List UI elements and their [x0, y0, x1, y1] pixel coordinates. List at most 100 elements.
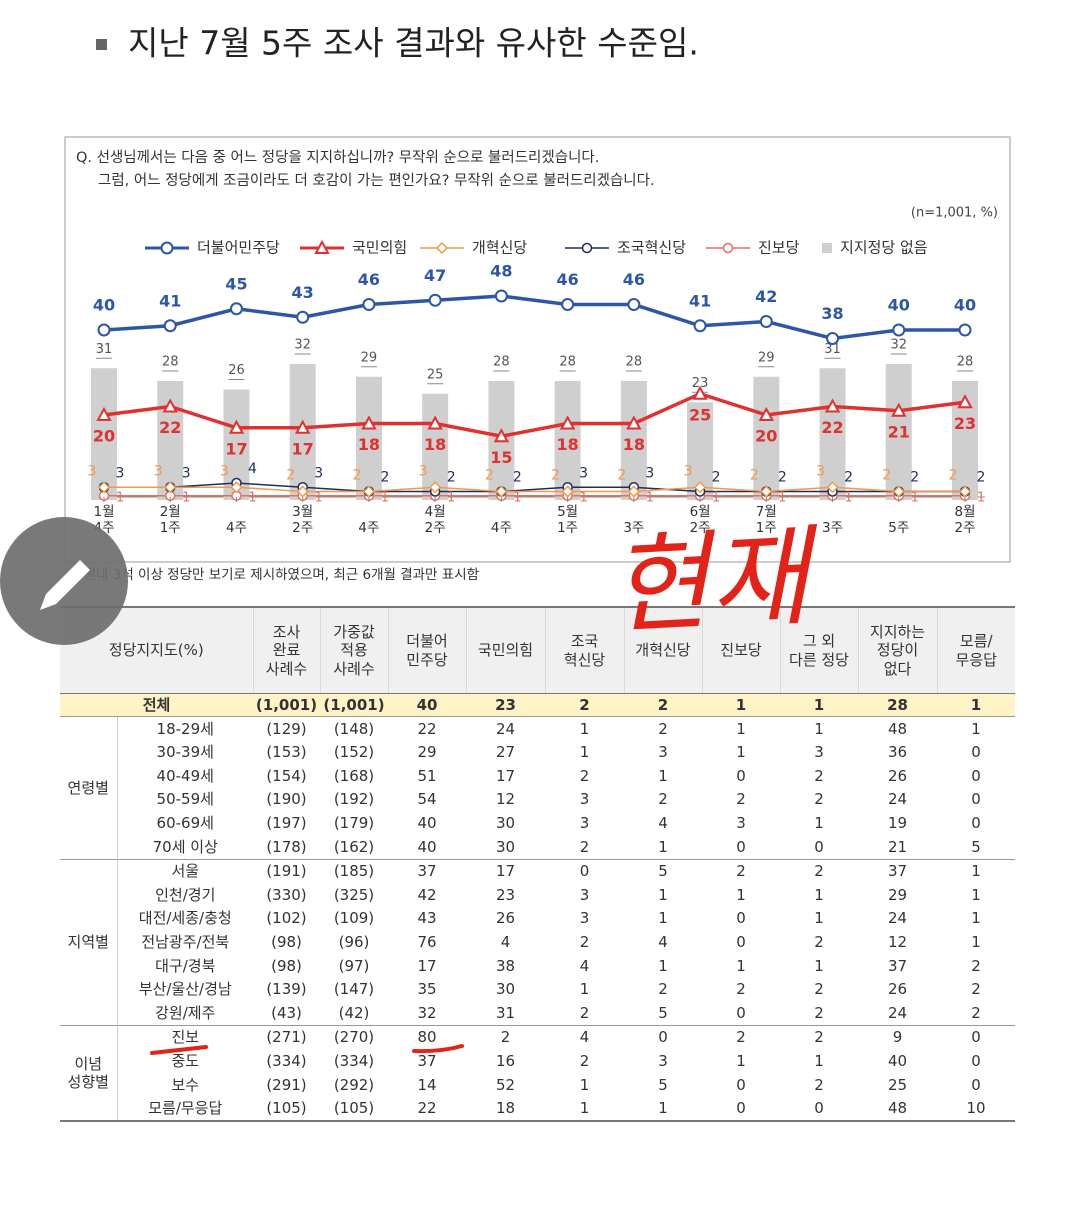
- cell: 1: [579, 719, 590, 738]
- cell: 2: [466, 1024, 545, 1050]
- cell: 2: [736, 980, 746, 999]
- data-label: 3: [645, 465, 654, 481]
- data-label: 2: [513, 470, 522, 486]
- cell: 30: [495, 980, 516, 999]
- cell: 5: [658, 1075, 668, 1094]
- cell: (105): [253, 1096, 320, 1123]
- cell: (270): [320, 1024, 388, 1050]
- marker: [559, 415, 576, 430]
- cell: 1: [971, 885, 981, 904]
- cell: 0: [971, 766, 981, 785]
- data-label: 2: [447, 470, 456, 486]
- cell: 1: [579, 743, 590, 762]
- cell: 2: [702, 858, 780, 884]
- chart-box: [64, 136, 1011, 563]
- cell: 1: [658, 766, 668, 785]
- cell: (162): [333, 837, 375, 856]
- cell: 0: [736, 766, 746, 785]
- cell: 4: [545, 1024, 624, 1050]
- data-label: 15: [490, 448, 512, 467]
- legend-swatch: [822, 243, 832, 253]
- data-label: 2: [977, 470, 986, 486]
- cell: 1: [736, 885, 746, 904]
- data-label: 2: [844, 470, 853, 486]
- data-label: 1: [447, 490, 455, 505]
- data-label: 1: [513, 490, 521, 505]
- cell: 2: [624, 693, 702, 717]
- cell: 0: [814, 837, 824, 856]
- cell: 1: [937, 858, 1015, 884]
- cell: 10: [937, 1096, 1015, 1123]
- cell: 2: [814, 790, 824, 809]
- marker: [494, 289, 508, 303]
- x-tick-label: 4주: [491, 520, 512, 536]
- legend-marker: [314, 239, 330, 254]
- cell: 24: [495, 719, 516, 738]
- cell: 2: [780, 1024, 858, 1050]
- cell: 1: [658, 909, 668, 928]
- row-label: 대전/세종/충청: [138, 909, 232, 928]
- data-label: 2: [882, 468, 891, 484]
- marker: [627, 485, 640, 498]
- data-label: 3: [182, 465, 191, 481]
- cell: 1: [579, 1075, 590, 1094]
- bar: [819, 368, 846, 500]
- legend-marker: [160, 241, 174, 255]
- row-label: 부산/울산/경남: [138, 980, 232, 999]
- footnote: ※ 원내 3석 이상 정당만 보기로 제시하였으며, 최근 6개월 결과만 표시…: [68, 567, 479, 583]
- cell: 1: [814, 1051, 824, 1070]
- cell: 22: [417, 719, 437, 738]
- data-label: 22: [821, 418, 843, 437]
- header-cell: 모름/ 무응답: [936, 606, 1015, 694]
- cell: (179): [333, 814, 375, 833]
- marker: [96, 406, 112, 421]
- marker: [427, 415, 443, 430]
- marker: [361, 415, 377, 430]
- cell: (334): [333, 1051, 375, 1070]
- x-tick-label: 3주: [623, 520, 644, 536]
- data-label: 2: [910, 470, 919, 486]
- cell: (291): [266, 1075, 307, 1094]
- row-label: 60-69세: [156, 814, 214, 833]
- cell: 0: [624, 1024, 702, 1050]
- marker: [958, 485, 972, 498]
- marker: [759, 315, 773, 328]
- cell: (139): [266, 980, 307, 999]
- cell: (190): [266, 790, 307, 809]
- bar-label: 31: [96, 342, 113, 357]
- x-month-label: 7월: [756, 504, 777, 520]
- table-row: 60-69세 (197) (179) 40 30 3 4 3 1 19 0: [60, 811, 1015, 835]
- data-label: 48: [490, 262, 512, 281]
- group-label: 연령별: [60, 716, 118, 860]
- cell: (105): [320, 1096, 388, 1123]
- cell: 18: [466, 1096, 545, 1123]
- cell: 1: [702, 693, 780, 717]
- data-label: 2: [352, 468, 361, 484]
- series-line: [104, 486, 965, 493]
- cell: (197): [266, 814, 307, 833]
- series-line: [104, 482, 965, 493]
- marker: [162, 398, 178, 413]
- cell: 37: [858, 858, 937, 884]
- data-label: 2: [778, 470, 787, 486]
- cell: 26: [495, 909, 516, 928]
- bar: [753, 376, 780, 500]
- data-label: 1: [116, 490, 124, 505]
- marker: [97, 481, 111, 494]
- row-label: 70세 이상: [152, 837, 218, 856]
- data-label: 1: [778, 490, 786, 505]
- data-label: 17: [225, 439, 247, 458]
- header-cell: 정당지지도(%): [60, 606, 253, 694]
- cell: 1: [736, 719, 746, 738]
- cell: 0: [736, 932, 746, 951]
- cell: (98): [271, 932, 302, 951]
- table-row: 50-59세 (190) (192) 54 12 3 2 2 2 24 0: [60, 788, 1015, 812]
- cell: 0: [971, 790, 981, 809]
- x-tick-label: 4주: [358, 520, 379, 536]
- cell: 37: [388, 858, 466, 884]
- marker: [626, 415, 642, 430]
- cell: (1,001): [253, 693, 320, 717]
- cell: 2: [658, 790, 668, 809]
- marker: [826, 481, 839, 494]
